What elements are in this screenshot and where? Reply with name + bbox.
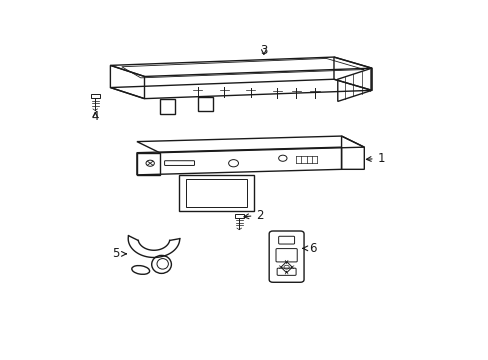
Text: 2: 2 <box>244 208 264 221</box>
Text: 1: 1 <box>366 152 385 165</box>
Text: 6: 6 <box>303 242 316 255</box>
Text: 5: 5 <box>112 247 126 260</box>
Text: 3: 3 <box>260 44 267 57</box>
Text: 4: 4 <box>91 110 99 123</box>
